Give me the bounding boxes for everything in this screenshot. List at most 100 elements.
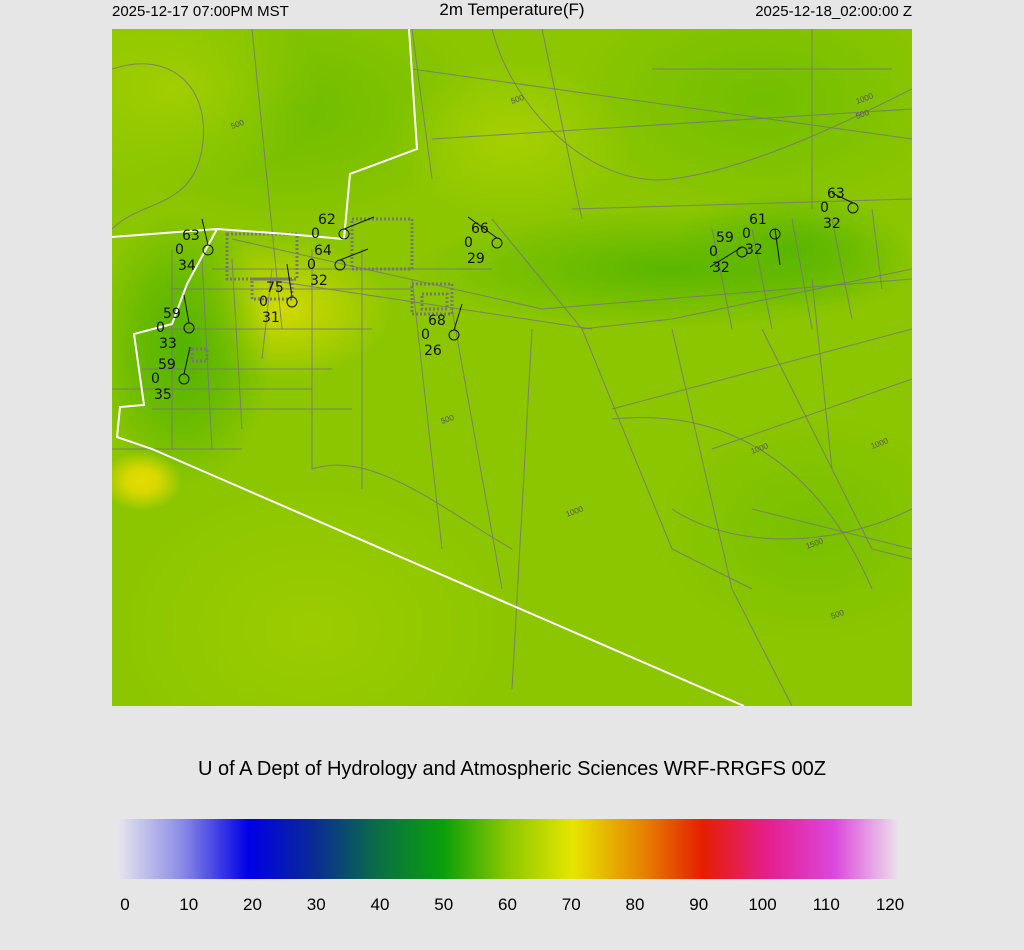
station-dewpoint: 26 — [424, 343, 442, 359]
station-temperature: 64 — [314, 243, 332, 259]
temperature-map: 500 500 1000 500 500 1000 1000 1000 1500 500 63 0 34… — [112, 29, 912, 706]
road-line — [231, 258, 243, 430]
colorbar-tick-label: 50 — [434, 895, 454, 914]
road-line — [711, 228, 733, 330]
station-wind: 0 — [156, 320, 165, 336]
road-line — [411, 278, 443, 550]
wind-barb — [774, 228, 781, 266]
station-wind: 0 — [259, 294, 268, 310]
road-line — [671, 508, 912, 540]
station-temperature: 62 — [318, 212, 336, 228]
road-line — [671, 328, 793, 706]
colorbar — [118, 819, 898, 879]
station-dewpoint: 33 — [159, 336, 177, 352]
map-title: 2m Temperature(F) — [439, 0, 585, 19]
road-line — [751, 228, 773, 330]
colorbar-tick-label: 20 — [243, 895, 262, 914]
station-wind: 0 — [421, 327, 430, 343]
station-dewpoint: 29 — [467, 251, 485, 267]
wind-barb — [343, 216, 375, 230]
station-dewpoint: 32 — [712, 260, 730, 276]
colorbar-tick-label: 60 — [498, 895, 517, 914]
station-circle — [183, 322, 195, 334]
colorbar-tick-label: 100 — [748, 895, 777, 914]
station-wind: 0 — [820, 200, 829, 216]
contour-label: 500 — [440, 413, 456, 426]
contour-label: 500 — [830, 608, 846, 621]
road-line — [571, 198, 912, 210]
station-dewpoint: 32 — [823, 216, 841, 232]
road-line — [611, 328, 912, 410]
colorbar-tick-label: 80 — [625, 895, 645, 914]
wind-barb — [453, 303, 463, 331]
wind-barb — [286, 263, 293, 298]
road-line — [611, 417, 873, 590]
wind-barb — [183, 346, 191, 375]
station-dewpoint: 31 — [262, 310, 280, 326]
colorbar-tick-label: 0 — [120, 895, 130, 914]
contour-label: 1000 — [565, 504, 585, 519]
state-boundary — [112, 29, 419, 241]
colorbar-tick-label: 120 — [875, 895, 905, 914]
road-line — [811, 278, 833, 470]
utc-time: 2025-12-18_02:00:00 Z — [755, 3, 912, 20]
wind-barb — [339, 248, 369, 261]
road-line — [261, 268, 273, 360]
station-temperature: 59 — [158, 357, 176, 373]
station-temperature: 61 — [749, 212, 767, 228]
road-line — [491, 218, 912, 330]
colorbar-tick-label: 40 — [370, 895, 390, 914]
station-circle — [448, 329, 460, 341]
wind-barb — [183, 294, 190, 324]
road-line — [411, 68, 912, 140]
road-line — [761, 328, 912, 560]
station-temperature: 68 — [428, 313, 446, 329]
station-circle — [491, 237, 503, 249]
wind-barb — [709, 246, 743, 268]
station-temperature: 75 — [266, 280, 284, 296]
station-wind: 0 — [307, 257, 316, 273]
contour-label: 500 — [855, 108, 871, 121]
station-temperature: 59 — [716, 230, 734, 246]
station-temperature: 66 — [471, 221, 489, 237]
road-line — [871, 208, 883, 290]
local-time: 2025-12-17 07:00PM MST — [112, 3, 289, 20]
station-wind: 0 — [464, 235, 473, 251]
city-area — [410, 282, 454, 316]
road-line — [491, 29, 912, 181]
station-dewpoint: 34 — [178, 258, 196, 274]
station-wind: 0 — [175, 242, 184, 258]
station-wind: 0 — [151, 371, 160, 387]
station-wind: 0 — [742, 226, 751, 242]
city-area — [190, 347, 209, 363]
colorbar-tick-label: 10 — [179, 895, 199, 914]
wind-barb — [467, 216, 498, 239]
station-dewpoint: 35 — [154, 387, 172, 403]
station-temperature: 63 — [182, 228, 200, 244]
station-temperature: 59 — [163, 306, 181, 322]
station-circle — [847, 202, 859, 214]
international-boundary — [115, 228, 745, 706]
road-line — [411, 29, 433, 180]
road-line — [791, 218, 813, 330]
contour-label: 500 — [510, 93, 526, 106]
station-dewpoint: 32 — [745, 242, 763, 258]
colorbar-tick-label: 90 — [689, 895, 709, 914]
road-line — [831, 218, 853, 320]
road-line — [541, 29, 583, 220]
road-line — [751, 508, 912, 550]
wind-barb — [831, 192, 854, 204]
wind-barb — [201, 218, 209, 246]
contour-label: 1000 — [855, 91, 875, 106]
contour-label: 500 — [230, 118, 246, 131]
station-wind: 0 — [311, 226, 320, 242]
road-line — [431, 108, 912, 140]
road-line — [581, 328, 753, 590]
station-dewpoint: 32 — [310, 273, 328, 289]
road-line — [261, 278, 593, 330]
road-line — [231, 238, 912, 310]
colorbar-tick-label: 70 — [561, 895, 581, 914]
station-circle — [178, 373, 190, 385]
road-line — [711, 378, 912, 450]
road-line — [112, 63, 204, 230]
